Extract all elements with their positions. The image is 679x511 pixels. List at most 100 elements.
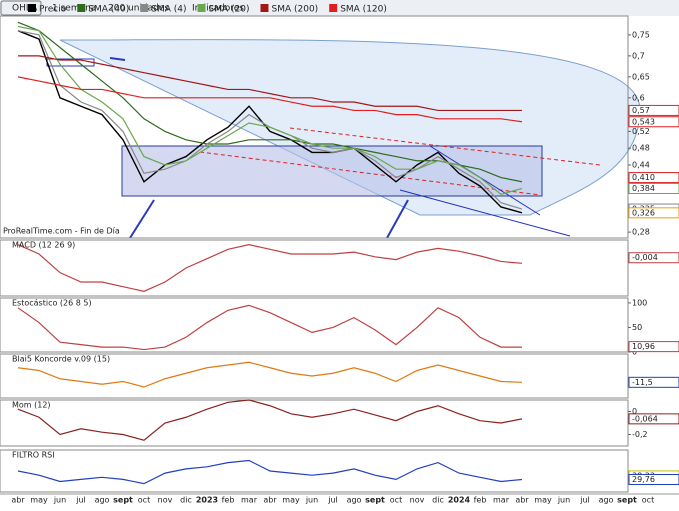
x-tick-label: oct [390,496,402,505]
watermark: ProRealTime.com - Fin de Día [3,227,120,236]
arrow [129,199,155,239]
panel [0,399,629,447]
y-tick-label: 100 [632,298,647,307]
period[interactable]: 1 semana [52,4,96,14]
x-tick-label: abr [11,496,25,505]
panel-title: Blai5 Koncorde v.09 (15) [12,355,110,364]
last-value-label: 0,410 [632,173,655,182]
units[interactable]: 200 unidades [108,4,169,14]
arrow [386,199,409,239]
x-tick-label: sept [113,496,133,505]
last-value-box [628,104,679,116]
y-tick-label: 0,52 [632,127,650,136]
x-tick-label: mar [241,496,258,505]
legend-swatch [197,4,206,12]
series-line [18,55,522,112]
x-tick-label: may [282,496,300,505]
y-tick-label: 0 [632,407,637,416]
x-tick-label: jul [75,496,86,505]
last-value-box [628,207,679,219]
panel-title: Mom (12) [12,401,51,410]
legend-swatch [260,4,269,12]
x-tick-label: nov [410,496,425,505]
x-tick-label: jul [579,496,590,505]
x-tick-label: feb [222,496,235,505]
indicators[interactable]: Indicadores [192,4,244,14]
legend-label: Precio [39,5,67,15]
y-tick-label: 0,28 [632,228,650,237]
last-value-box [628,474,679,486]
x-tick-label: jun [53,496,66,505]
trend-line [429,145,541,216]
x-tick-label: jul [327,496,338,505]
x-tick-label: ago [95,496,110,505]
series-line [17,25,523,196]
x-tick-label: jun [305,496,318,505]
series-line [17,399,523,441]
last-value-label: 0,384 [632,184,655,193]
last-value-label: -0,004 [632,253,658,262]
x-tick-label: abr [515,496,529,505]
toolbar [0,0,679,16]
x-tick-label: oct [138,496,150,505]
box-drawing [121,145,543,197]
last-value-box [628,376,679,388]
x-tick-label: oct [642,496,654,505]
panel-title: Estocástico (26 8 5) [12,299,92,308]
last-value-label: 0,57 [632,106,650,115]
x-tick-label: feb [474,496,487,505]
panel [0,449,629,493]
last-value-label: 0,326 [632,208,655,217]
y-tick-label: 0,7 [632,51,645,60]
series-line [17,76,523,123]
y-tick-label: 0,6 [632,93,645,102]
last-value-box [628,413,679,425]
x-tick-label: 2023 [196,496,218,505]
last-value-label: 10,96 [632,342,655,351]
y-tick-label: 50 [632,323,642,332]
series-line [17,361,523,388]
last-value-box [628,341,679,353]
panel-title: MACD (12 26 9) [12,241,75,250]
legend-swatch [329,4,338,12]
x-tick-label: ago [347,496,362,505]
x-tick-label: sept [365,496,385,505]
last-value-box [628,182,679,194]
x-tick-label: may [30,496,48,505]
legend-label: SMA (4) [151,5,186,15]
y-tick-label: 0,75 [632,30,650,39]
x-tick-label: abr [263,496,277,505]
last-value-label: 0,543 [632,117,655,126]
x-tick-label: mar [493,496,510,505]
legend-label: SMA (40) [88,5,129,15]
trend-line [199,151,541,196]
legend-swatch [28,4,36,12]
x-tick-label: 2024 [448,496,471,505]
x-tick-label: dic [432,496,444,505]
x-tick-label: nov [158,496,173,505]
panel [0,239,629,297]
x-tick-label: sept [617,496,637,505]
last-value-box [628,116,679,128]
x-tick-label: may [534,496,552,505]
y-tick-label: 0,44 [632,160,650,169]
y-tick-label: 0,48 [632,144,650,153]
panel-title: FILTRO RSI [12,451,55,460]
x-tick-label: ago [599,496,614,505]
y-tick-label: -0,2 [632,430,648,439]
legend-swatch [140,4,149,12]
series-line [17,459,523,485]
series-line [17,30,523,214]
arrow [109,57,126,61]
symbol[interactable]: OHLA [12,4,38,14]
series-line [17,244,523,292]
last-value-label: -11,5 [632,378,653,387]
last-value-box [628,252,679,264]
panel [0,297,629,353]
legend-swatch [77,4,86,12]
last-value-label: 29,76 [632,475,655,484]
title-box [0,0,42,16]
legend-label: SMA (120) [340,5,387,15]
legend-label: SMA (20) [209,5,250,15]
trend-line [399,189,571,237]
